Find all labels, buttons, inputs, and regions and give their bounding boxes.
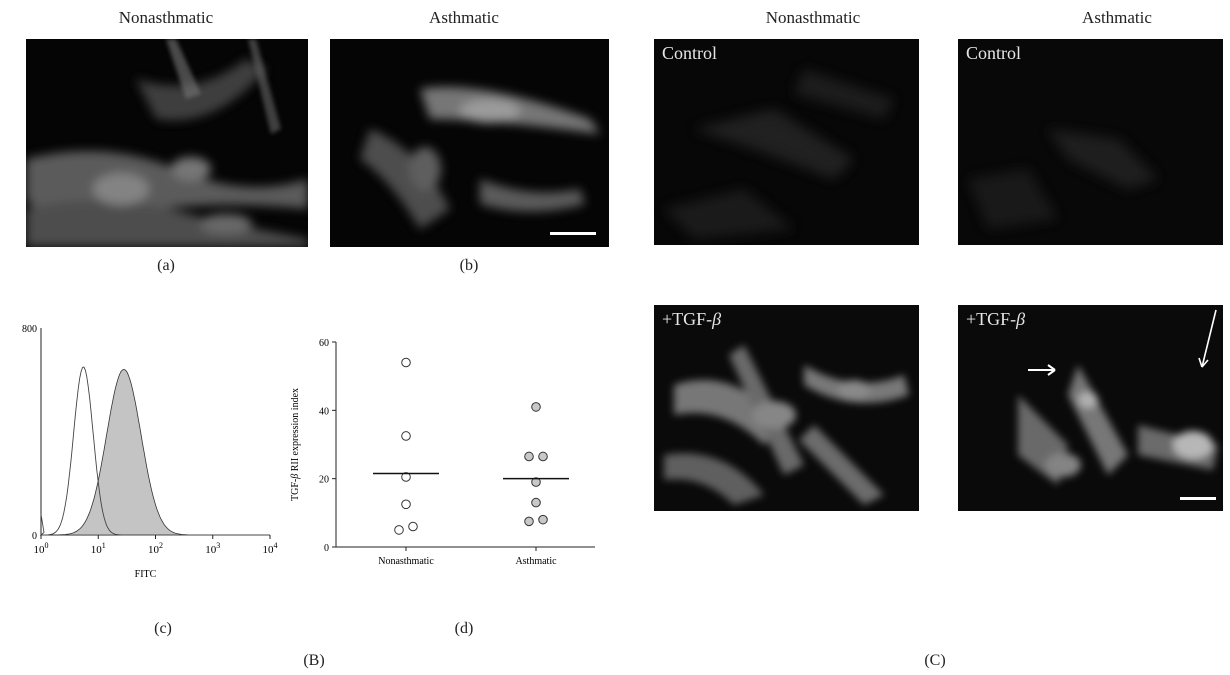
scatter-point [401,472,411,482]
histogram-y-tick: 0 [32,531,37,542]
scatter-x-tick: Nonasthmatic [378,556,434,567]
histogram-x-tick: 103 [205,541,220,556]
overlay-tgf-asthmatic: +TGF-β [966,309,1026,329]
panel-label-d: (d) [454,620,474,637]
micrograph-asthmatic-tgf: +TGF-β [958,305,1223,511]
title-asthmatic-b: Asthmatic [429,8,499,27]
scatter-x-tick: Asthmatic [515,556,557,567]
overlay-control-asthmatic: Control [966,43,1022,63]
scatter-point [408,521,418,532]
panel-label-a: (a) [157,257,175,274]
scatter-y-tick: 40 [319,406,329,417]
panel-label-c: (c) [154,620,172,637]
scale-bar-icon [1180,497,1216,500]
scatter-point [538,514,548,525]
overlay-control-nonasthmatic: Control [662,43,718,63]
scatter-y-tick: 0 [324,543,329,554]
scatter-y-label: TGF-β RII expression index [290,388,301,501]
title-nonasthmatic-a: Nonasthmatic [118,8,214,27]
histogram-x-tick: 102 [148,541,163,556]
micrograph-nonasthmatic-tgf: +TGF-β [654,305,919,511]
panel-label-b: (b) [459,257,479,274]
histogram-x-tick: 100 [34,541,49,556]
scatter-point [531,402,541,412]
scatter-point [401,357,411,368]
histogram-x-tick: 104 [263,541,278,556]
micrograph-b [330,39,609,247]
histogram-series-outline [39,366,270,536]
scatter-chart: 0 20 40 60 TGF-β RII expression index Nonasth… [290,338,595,567]
title-asthmatic-c: Asthmatic [1082,8,1152,27]
scatter-point [538,451,548,462]
scatter-point [531,477,541,487]
title-nonasthmatic-c: Nonasthmatic [765,8,861,27]
panel-label-C: (C) [924,652,946,669]
micrograph-asthmatic-control: Control [958,39,1223,245]
scatter-point [394,525,404,535]
scatter-point [531,497,541,508]
scatter-y-tick: 60 [319,338,329,349]
histogram-y-tick: 800 [22,324,37,335]
scatter-point [524,451,534,462]
scatter-point [524,516,534,527]
scatter-y-tick: 20 [319,475,329,486]
overlay-tgf-nonasthmatic: +TGF-β [662,309,722,329]
histogram-series-filled [41,368,270,536]
panel-label-B: (B) [303,652,325,669]
micrograph-nonasthmatic-control: Control [654,39,919,245]
micrograph-a [26,39,308,247]
scatter-point [401,431,411,441]
scatter-point [401,499,411,510]
histogram-x-tick: 101 [91,541,106,556]
histogram-x-label: FITC [135,569,157,580]
arrow-down-icon [1201,309,1217,368]
scale-bar-icon [550,232,596,235]
